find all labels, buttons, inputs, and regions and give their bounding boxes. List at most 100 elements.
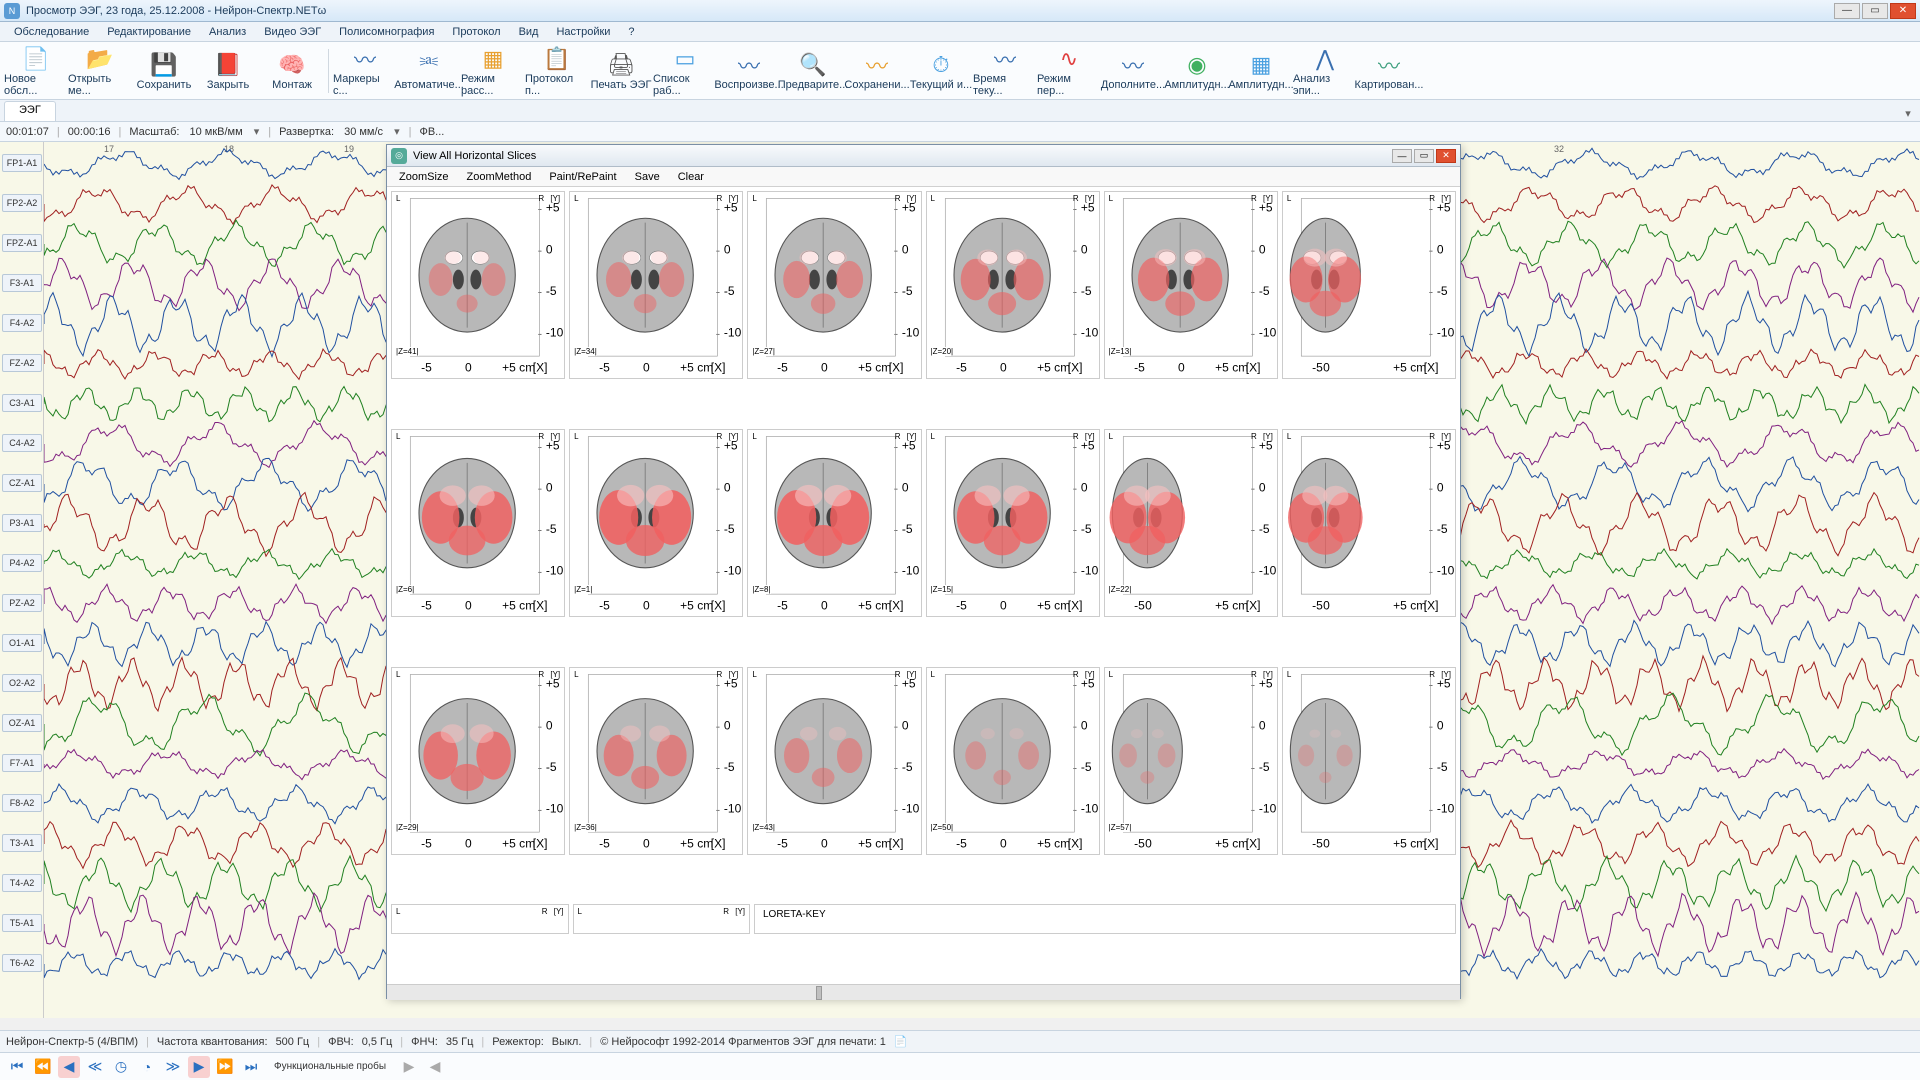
menu-item-8[interactable]: ? bbox=[620, 24, 642, 40]
tool-b-1[interactable]: ⎃Автоматиче... bbox=[397, 44, 461, 98]
tool-b-13[interactable]: ◉Амплитудн... bbox=[1165, 44, 1229, 98]
tool-b-16[interactable]: 〰Картирован... bbox=[1357, 44, 1421, 98]
scale-dropdown-icon[interactable]: ▾ bbox=[251, 125, 263, 138]
channel-label-F3-A1[interactable]: F3-A1 bbox=[2, 274, 42, 292]
maximize-button[interactable]: ▭ bbox=[1862, 3, 1888, 19]
brain-slice-15[interactable]: +50-5-10-50+5 cm[X]LR[Y]|Z=50| bbox=[926, 667, 1100, 855]
sweep-dropdown-icon[interactable]: ▾ bbox=[391, 125, 403, 138]
channel-label-FPZ-A1[interactable]: FPZ-A1 bbox=[2, 234, 42, 252]
menu-item-1[interactable]: Редактирование bbox=[99, 24, 199, 40]
slices-close-button[interactable]: ✕ bbox=[1436, 149, 1456, 163]
channel-label-C4-A2[interactable]: C4-A2 bbox=[2, 434, 42, 452]
minimize-button[interactable]: — bbox=[1834, 3, 1860, 19]
brain-slice-11[interactable]: +50-5-10-50+5 cm[X]LR[Y] bbox=[1282, 429, 1456, 617]
tool-a-4[interactable]: 🧠Монтаж bbox=[260, 44, 324, 98]
transport-btn-0[interactable]: ⏮ bbox=[6, 1056, 28, 1078]
channel-label-T6-A2[interactable]: T6-A2 bbox=[2, 954, 42, 972]
transport-btn-6[interactable]: ≫ bbox=[162, 1056, 184, 1078]
tool-b-10[interactable]: 〰Время теку... bbox=[973, 44, 1037, 98]
close-button[interactable]: ✕ bbox=[1890, 3, 1916, 19]
transport-nav2-0[interactable]: ▶ bbox=[398, 1056, 420, 1078]
channel-label-T4-A2[interactable]: T4-A2 bbox=[2, 874, 42, 892]
brain-slice-7[interactable]: +50-5-10-50+5 cm[X]LR[Y]|Z=1| bbox=[569, 429, 743, 617]
tool-b-14[interactable]: ▦Амплитудн... bbox=[1229, 44, 1293, 98]
menu-item-2[interactable]: Анализ bbox=[201, 24, 254, 40]
brain-slice-6[interactable]: +50-5-10-50+5 cm[X]LR[Y]|Z=6| bbox=[391, 429, 565, 617]
channel-label-FP1-A1[interactable]: FP1-A1 bbox=[2, 154, 42, 172]
brain-slice-3[interactable]: +50-5-10-50+5 cm[X]LR[Y]|Z=20| bbox=[926, 191, 1100, 379]
channel-label-F7-A1[interactable]: F7-A1 bbox=[2, 754, 42, 772]
tool-b-2[interactable]: ▦Режим расс... bbox=[461, 44, 525, 98]
tool-b-6[interactable]: 〰Воспроизве... bbox=[717, 44, 781, 98]
tool-a-3[interactable]: 📕Закрыть bbox=[196, 44, 260, 98]
transport-nav2-1[interactable]: ◀ bbox=[424, 1056, 446, 1078]
channel-label-FP2-A2[interactable]: FP2-A2 bbox=[2, 194, 42, 212]
menu-item-5[interactable]: Протокол bbox=[444, 24, 508, 40]
menu-item-3[interactable]: Видео ЭЭГ bbox=[256, 24, 329, 40]
channel-label-T5-A1[interactable]: T5-A1 bbox=[2, 914, 42, 932]
brain-slice-9[interactable]: +50-5-10-50+5 cm[X]LR[Y]|Z=15| bbox=[926, 429, 1100, 617]
channel-label-OZ-A1[interactable]: OZ-A1 bbox=[2, 714, 42, 732]
tool-b-4[interactable]: 🖨Печать ЭЭГ bbox=[589, 44, 653, 98]
slices-menu-save[interactable]: Save bbox=[627, 169, 668, 185]
brain-slice-5[interactable]: +50-5-10-50+5 cm[X]LR[Y] bbox=[1282, 191, 1456, 379]
transport-btn-4[interactable]: ◷ bbox=[110, 1056, 132, 1078]
channel-label-F4-A2[interactable]: F4-A2 bbox=[2, 314, 42, 332]
slices-title-bar[interactable]: ◎ View All Horizontal Slices — ▭ ✕ bbox=[387, 145, 1460, 167]
brain-slice-17[interactable]: +50-5-10-50+5 cm[X]LR[Y] bbox=[1282, 667, 1456, 855]
slices-maximize-button[interactable]: ▭ bbox=[1414, 149, 1434, 163]
tool-b-7[interactable]: 🔍Предварите... bbox=[781, 44, 845, 98]
brain-slice-14[interactable]: +50-5-10-50+5 cm[X]LR[Y]|Z=43| bbox=[747, 667, 921, 855]
transport-btn-5[interactable]: ◔ bbox=[136, 1056, 158, 1078]
slices-menu-zoommethod[interactable]: ZoomMethod bbox=[459, 169, 540, 185]
channel-label-F8-A2[interactable]: F8-A2 bbox=[2, 794, 42, 812]
tool-a-0[interactable]: 📄Новое обсл... bbox=[4, 44, 68, 98]
channel-label-T3-A1[interactable]: T3-A1 bbox=[2, 834, 42, 852]
tool-b-15[interactable]: ⋀Анализ эпи... bbox=[1293, 44, 1357, 98]
menu-item-4[interactable]: Полисомнография bbox=[331, 24, 442, 40]
transport-btn-3[interactable]: ≪ bbox=[84, 1056, 106, 1078]
tool-a-1[interactable]: 📂Открыть ме... bbox=[68, 44, 132, 98]
brain-slice-1[interactable]: +50-5-10-50+5 cm[X]LR[Y]|Z=34| bbox=[569, 191, 743, 379]
brain-slice-10[interactable]: +50-5-10-50+5 cm[X]LR[Y]|Z=22| bbox=[1104, 429, 1278, 617]
transport-btn-1[interactable]: ⏪ bbox=[32, 1056, 54, 1078]
slices-menu-paint/repaint[interactable]: Paint/RePaint bbox=[541, 169, 624, 185]
brain-slice-4[interactable]: +50-5-10-50+5 cm[X]LR[Y]|Z=13| bbox=[1104, 191, 1278, 379]
brain-slice-12[interactable]: +50-5-10-50+5 cm[X]LR[Y]|Z=29| bbox=[391, 667, 565, 855]
brain-slice-0[interactable]: +50-5-10-50+5 cm[X]LR[Y]|Z=41| bbox=[391, 191, 565, 379]
channel-label-CZ-A1[interactable]: CZ-A1 bbox=[2, 474, 42, 492]
brain-slice-16[interactable]: +50-5-10-50+5 cm[X]LR[Y]|Z=57| bbox=[1104, 667, 1278, 855]
channel-label-O1-A1[interactable]: O1-A1 bbox=[2, 634, 42, 652]
tool-b-3[interactable]: 📋Протокол п... bbox=[525, 44, 589, 98]
channel-label-FZ-A2[interactable]: FZ-A2 bbox=[2, 354, 42, 372]
channel-label-O2-A2[interactable]: O2-A2 bbox=[2, 674, 42, 692]
brain-slice-2[interactable]: +50-5-10-50+5 cm[X]LR[Y]|Z=27| bbox=[747, 191, 921, 379]
transport-btn-8[interactable]: ⏩ bbox=[214, 1056, 236, 1078]
channel-label-C3-A1[interactable]: C3-A1 bbox=[2, 394, 42, 412]
tab-dropdown-icon[interactable]: ▾ bbox=[1900, 105, 1916, 121]
scroll-thumb[interactable] bbox=[816, 986, 822, 1000]
menu-item-0[interactable]: Обследование bbox=[6, 24, 97, 40]
channel-label-P4-A2[interactable]: P4-A2 bbox=[2, 554, 42, 572]
slice-grid[interactable]: +50-5-10-50+5 cm[X]LR[Y]|Z=41|+50-5-10-5… bbox=[387, 187, 1460, 984]
slices-minimize-button[interactable]: — bbox=[1392, 149, 1412, 163]
tool-b-12[interactable]: 〰Дополните... bbox=[1101, 44, 1165, 98]
channel-label-PZ-A2[interactable]: PZ-A2 bbox=[2, 594, 42, 612]
channel-label-P3-A1[interactable]: P3-A1 bbox=[2, 514, 42, 532]
filter-button[interactable]: ФВ... bbox=[417, 126, 446, 138]
tool-b-5[interactable]: ▭Список раб... bbox=[653, 44, 717, 98]
menu-item-7[interactable]: Настройки bbox=[548, 24, 618, 40]
tool-b-9[interactable]: ⏱Текущий и... bbox=[909, 44, 973, 98]
tool-b-0[interactable]: 〰Маркеры с... bbox=[333, 44, 397, 98]
brain-slice-8[interactable]: +50-5-10-50+5 cm[X]LR[Y]|Z=8| bbox=[747, 429, 921, 617]
transport-btn-2[interactable]: ◀ bbox=[58, 1056, 80, 1078]
menu-item-6[interactable]: Вид bbox=[511, 24, 547, 40]
tab-eeg[interactable]: ЭЭГ bbox=[4, 101, 56, 121]
slices-menu-clear[interactable]: Clear bbox=[670, 169, 712, 185]
brain-slice-13[interactable]: +50-5-10-50+5 cm[X]LR[Y]|Z=36| bbox=[569, 667, 743, 855]
transport-btn-9[interactable]: ⏭ bbox=[240, 1056, 262, 1078]
slices-menu-zoomsize[interactable]: ZoomSize bbox=[391, 169, 457, 185]
tool-a-2[interactable]: 💾Сохранить bbox=[132, 44, 196, 98]
slices-scrollbar-h[interactable] bbox=[387, 984, 1460, 1000]
tool-b-8[interactable]: 〰Сохранени... bbox=[845, 44, 909, 98]
